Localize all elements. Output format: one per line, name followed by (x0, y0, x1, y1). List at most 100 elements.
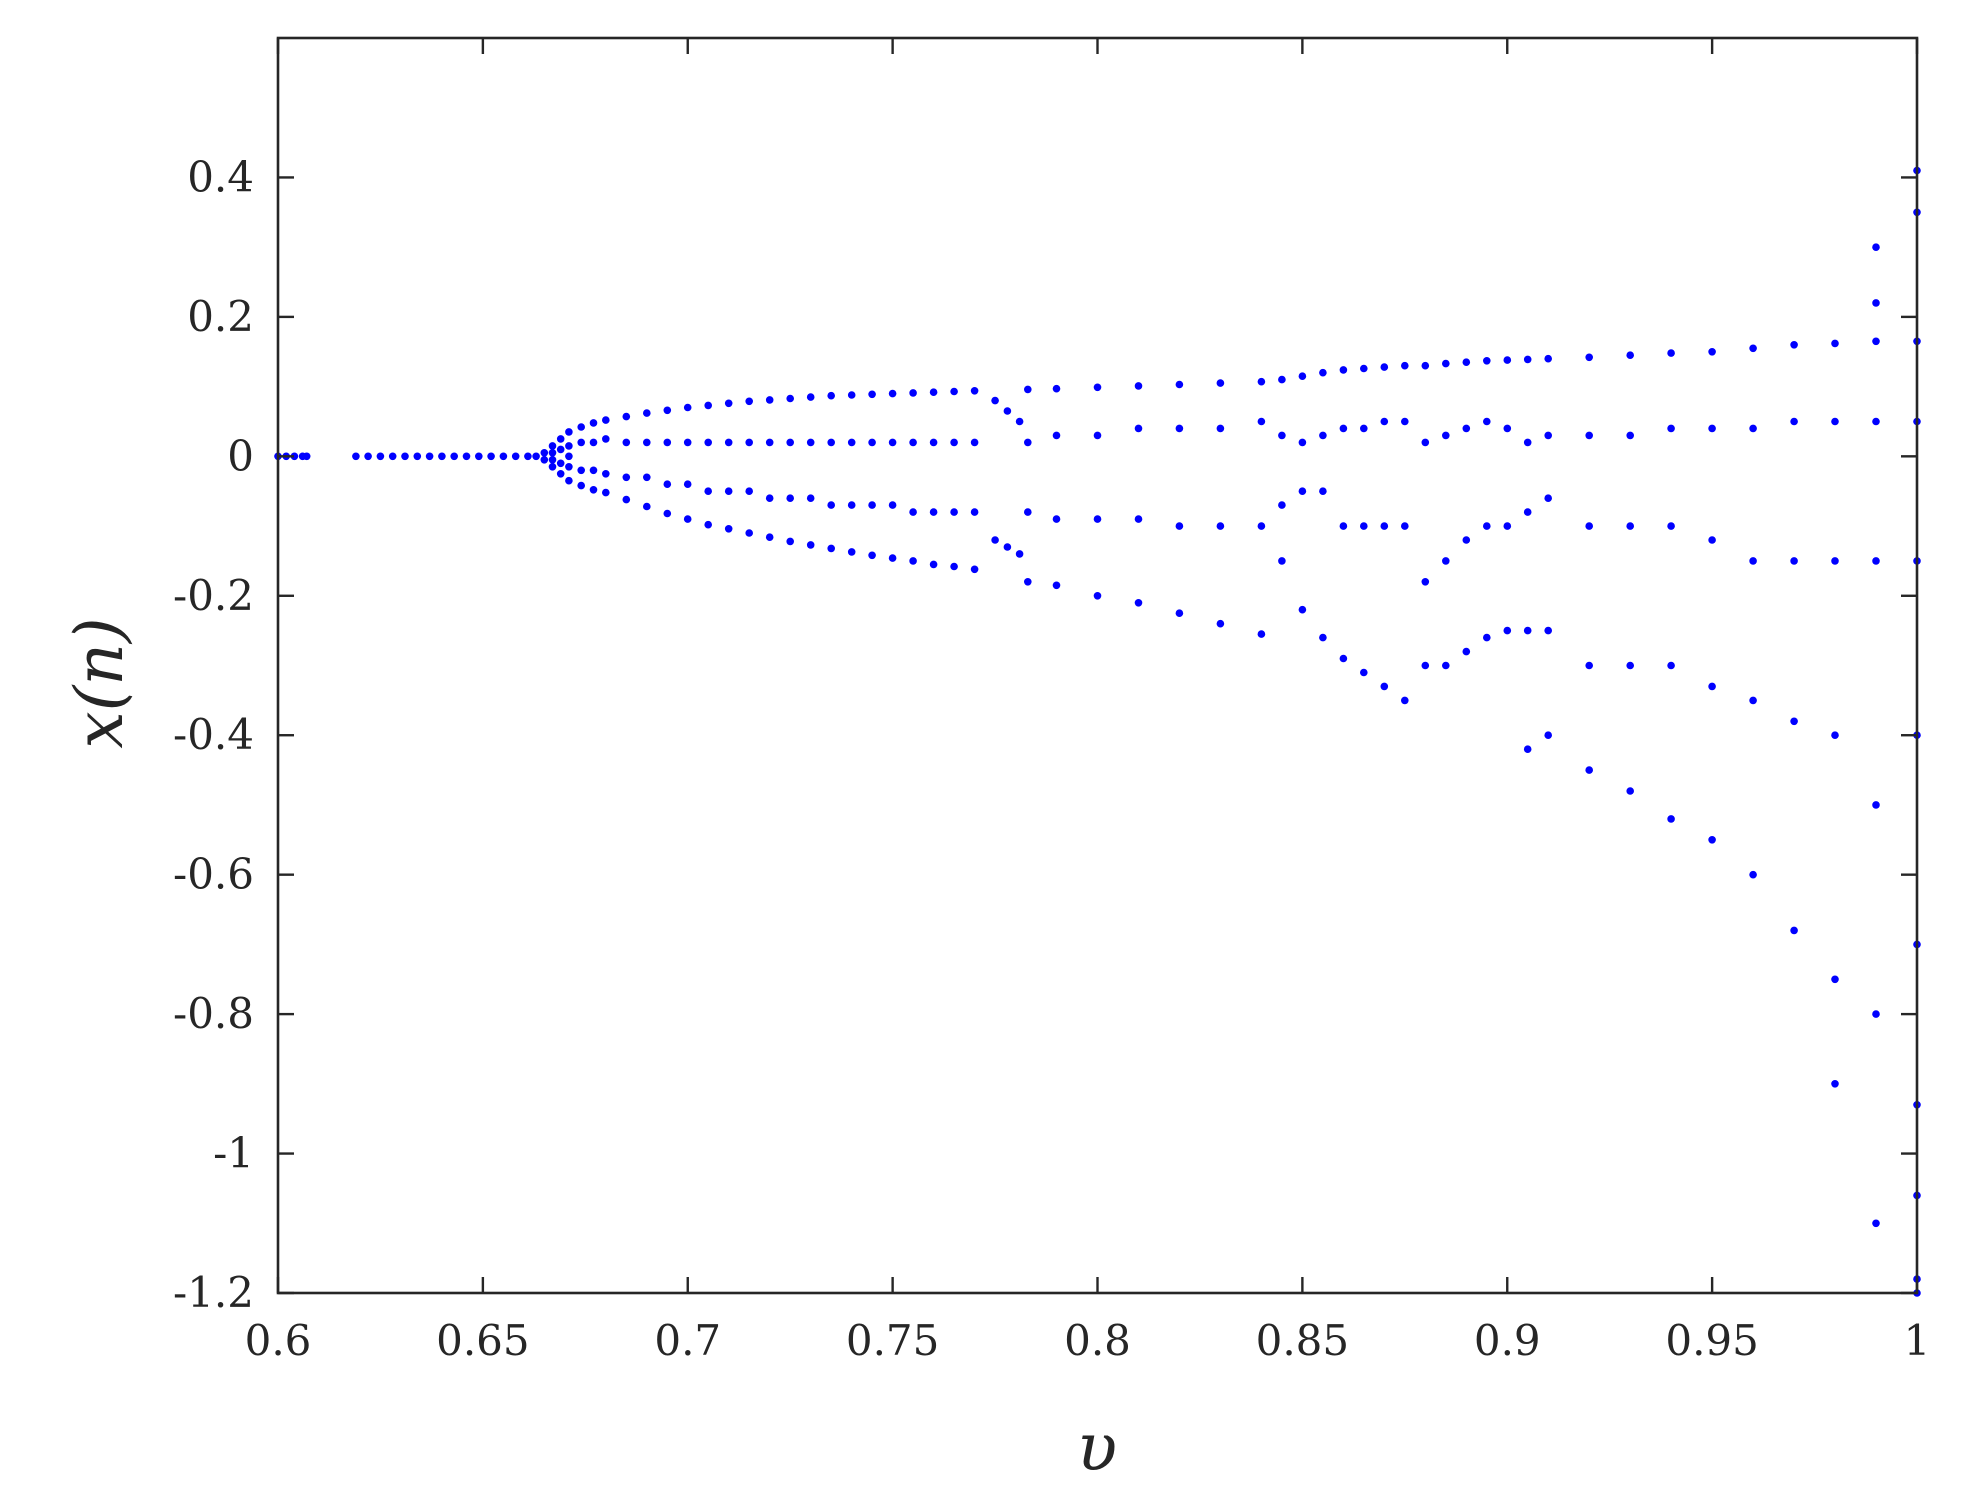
data-point (868, 551, 876, 560)
data-point (376, 452, 385, 461)
data-point (511, 452, 520, 461)
data-point (1401, 361, 1409, 370)
x-tick-label: 0.85 (1256, 1316, 1350, 1365)
data-point (577, 423, 585, 431)
data-point (1093, 431, 1102, 440)
data-point (540, 456, 549, 464)
data-point (1523, 508, 1532, 516)
data-point (1442, 661, 1450, 670)
data-point (364, 452, 372, 461)
data-point (1093, 515, 1102, 523)
data-point (1462, 647, 1471, 656)
data-point (556, 470, 565, 478)
data-point (1360, 522, 1368, 530)
data-point (548, 456, 557, 464)
y-tick-label: -1 (213, 1129, 254, 1178)
data-point (1401, 522, 1409, 530)
data-point (622, 473, 631, 482)
data-point (1790, 717, 1798, 726)
data-point (847, 548, 856, 556)
data-point (765, 438, 774, 447)
data-point (765, 533, 774, 541)
data-point (499, 452, 508, 461)
data-point (556, 445, 565, 454)
data-point (1024, 438, 1032, 447)
data-point (1319, 487, 1327, 496)
y-tick-label: 0 (227, 431, 254, 480)
data-point (1298, 372, 1307, 381)
data-point (290, 452, 299, 461)
data-point (1298, 438, 1307, 447)
data-point (589, 438, 598, 447)
data-point (745, 487, 753, 496)
y-tick-label: 0.4 (187, 152, 254, 201)
data-point (577, 466, 585, 475)
data-point (704, 487, 712, 496)
data-point (1319, 368, 1327, 377)
data-point (929, 508, 938, 516)
data-point (806, 438, 815, 447)
data-point (970, 565, 979, 574)
y-tick-label: 0.2 (187, 292, 254, 341)
data-point (970, 508, 979, 516)
data-point (970, 387, 979, 395)
data-point (388, 452, 397, 461)
data-point (622, 438, 631, 447)
data-point (1134, 382, 1143, 390)
data-point (950, 508, 958, 516)
data-point (1134, 515, 1143, 523)
data-point (970, 438, 979, 447)
data-point (1298, 487, 1307, 496)
data-point (1257, 522, 1266, 530)
data-point (589, 466, 598, 475)
data-point (602, 470, 610, 478)
data-point (1872, 1010, 1880, 1018)
data-point (1872, 801, 1880, 809)
data-point (1015, 417, 1024, 426)
data-point (929, 388, 938, 397)
x-tick-label: 0.8 (1064, 1316, 1131, 1365)
data-point (577, 438, 585, 447)
y-axis-title: x(n) (61, 617, 138, 748)
data-point (1749, 696, 1757, 705)
x-tick-label: 0.65 (436, 1316, 530, 1365)
data-point (548, 463, 557, 471)
data-point (909, 508, 917, 516)
data-point (950, 438, 958, 447)
data-point (1749, 870, 1757, 879)
data-point (1483, 357, 1491, 365)
data-point (1503, 424, 1512, 433)
data-point (888, 554, 897, 562)
x-tick-label: 0.7 (654, 1316, 721, 1365)
data-point (602, 416, 610, 424)
data-point (1052, 384, 1061, 393)
data-point (929, 438, 938, 447)
data-point (1749, 424, 1757, 433)
data-point (1872, 299, 1880, 307)
data-point (1749, 557, 1757, 565)
data-point (1257, 417, 1266, 426)
data-point (401, 452, 409, 461)
data-point (1339, 424, 1348, 433)
data-point (1872, 557, 1880, 565)
data-point (683, 515, 692, 523)
data-point (475, 452, 483, 461)
data-point (663, 406, 672, 415)
y-tick-label: -0.6 (173, 850, 254, 899)
data-point (1626, 431, 1634, 440)
data-point (786, 494, 794, 503)
data-point (1708, 836, 1716, 844)
data-point (847, 501, 856, 509)
data-point (868, 390, 876, 399)
data-point (786, 394, 794, 403)
data-point (548, 449, 557, 457)
data-point (786, 438, 794, 447)
data-point (1401, 696, 1409, 705)
data-point (1024, 385, 1032, 394)
data-point (622, 412, 631, 421)
data-point (1667, 815, 1675, 823)
data-point (1339, 654, 1348, 663)
data-point (1298, 605, 1307, 614)
data-point (1503, 356, 1512, 364)
